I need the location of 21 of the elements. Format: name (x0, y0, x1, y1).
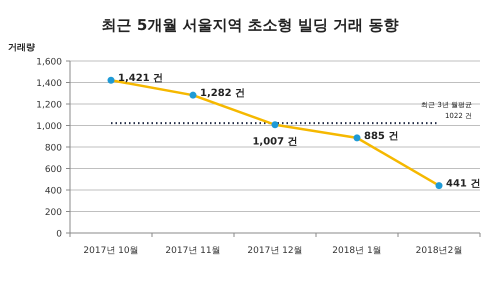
chart-title: 최근 5개월 서울지역 초소형 빌딩 거래 동향 (102, 16, 398, 34)
x-tick-label: 2017년 12월 (247, 246, 303, 256)
y-tick-label: 800 (44, 144, 62, 154)
y-tick-label: 400 (44, 186, 62, 196)
x-tick-label: 2018년2월 (416, 246, 462, 256)
y-tick-label: 1,400 (36, 79, 62, 89)
y-tick-label: 200 (44, 208, 62, 218)
y-tick-label: 1,000 (36, 122, 62, 132)
data-label: 1,282 건 (200, 88, 246, 100)
x-tick-label: 2017년 11월 (165, 246, 221, 256)
data-label: 1,421 건 (118, 73, 164, 84)
data-label: 441 건 (446, 178, 480, 190)
data-label: 885 건 (364, 130, 398, 142)
y-tick-label: 1,200 (36, 100, 62, 110)
y-tick-label: 600 (44, 165, 62, 175)
y-tick-label: 0 (56, 230, 62, 240)
y-axis-title: 거래량 (8, 43, 35, 53)
x-tick-label: 2018년 1월 (332, 246, 382, 256)
y-tick-label: 1,600 (36, 58, 62, 68)
x-tick-label: 2017년 10월 (83, 246, 139, 256)
data-label: 1,007 건 (252, 136, 298, 148)
